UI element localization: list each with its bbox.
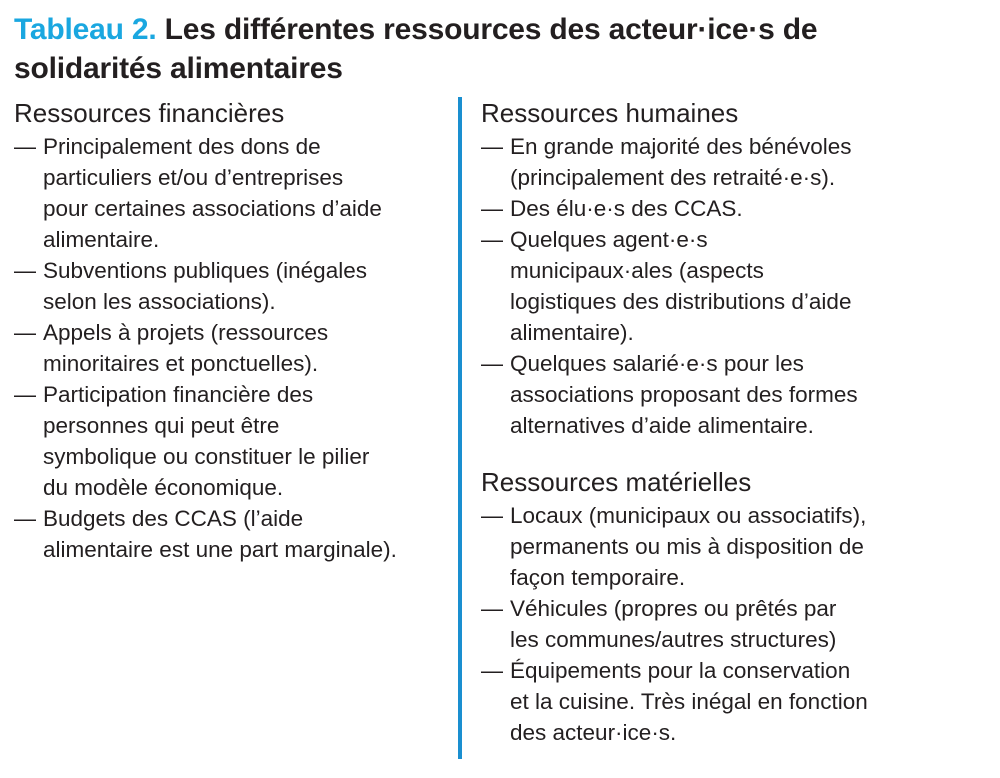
item-text-line: associations proposant des formes [510, 382, 858, 407]
dash-bullet-icon: — [14, 258, 36, 283]
column-left: Ressources financières — Principalement de… [14, 96, 397, 565]
dash-bullet-icon: — [14, 320, 36, 345]
dash-bullet-icon: — [481, 134, 503, 159]
dash-bullet-icon: — [481, 658, 503, 683]
column-divider [458, 97, 462, 759]
item-text-line: Participation financière des [43, 382, 314, 407]
list-item: — Équipements pour la conservation et la c… [481, 655, 868, 748]
item-text-line: Locaux (municipaux ou associatifs), [510, 503, 867, 528]
dash-bullet-icon: — [481, 196, 503, 221]
column-right: Ressources humaines — En grande majorité d… [481, 96, 868, 748]
dash-bullet-icon: — [481, 596, 503, 621]
item-text-line: Appels à projets (ressources [43, 320, 329, 345]
item-text-line: selon les associations). [43, 289, 276, 314]
item-text-line: symbolique ou constituer le pilier [43, 444, 370, 469]
item-text-line: permanents ou mis à disposition de [510, 534, 864, 559]
list-item: — Principalement des dons de particuliers … [14, 131, 397, 255]
item-text-line: pour certaines associations d’aide [43, 196, 382, 221]
section-heading: Ressources humaines [481, 98, 739, 128]
item-text-line: particuliers et/ou d’entreprises [43, 165, 344, 190]
item-text-line: Budgets des CCAS (l’aide [43, 506, 304, 531]
item-text-line: logistiques des distributions d’aide [510, 289, 852, 314]
item-text-line: du modèle économique. [43, 475, 284, 500]
title-line: Les différentes ressources des acteur·ic… [164, 13, 818, 46]
dash-bullet-icon: — [14, 506, 36, 531]
table-number: Tableau 2. [14, 13, 157, 46]
list-item: — Véhicules (propres ou prêtés par les com… [481, 593, 868, 655]
item-text-line: alimentaire est une part marginale). [43, 537, 397, 562]
list-item: — Des élu·e·s des CCAS. [481, 193, 868, 224]
list-item: — Subventions publiques (inégales selon le… [14, 255, 397, 317]
section-gap [481, 441, 868, 465]
list-item: — Locaux (municipaux ou associatifs), perm… [481, 500, 868, 593]
section-heading: Ressources matérielles [481, 467, 752, 497]
dash-bullet-icon: — [481, 503, 503, 528]
list-item: — Budgets des CCAS (l’aide alimentaire est… [14, 503, 397, 565]
item-text-line: façon temporaire. [510, 565, 686, 590]
item-text-line: (principalement des retraité·e·s). [510, 165, 836, 190]
item-text-line: alimentaire. [43, 227, 160, 252]
item-text-line: Principalement des dons de [43, 134, 321, 159]
title-line: solidarités alimentaires [14, 52, 343, 85]
item-text-line: municipaux·ales (aspects [510, 258, 764, 283]
table-title: Tableau 2. Les différentes ressources de… [14, 10, 994, 88]
list-item: — Quelques salarié·e·s pour les associatio… [481, 348, 868, 441]
list-item: — Participation financière des personnes q… [14, 379, 397, 503]
list-item: — Quelques agent·e·s municipaux·ales (aspe… [481, 224, 868, 348]
dash-bullet-icon: — [481, 351, 503, 376]
item-text-line: Quelques agent·e·s [510, 227, 708, 252]
item-text-line: Quelques salarié·e·s pour les [510, 351, 804, 376]
dash-bullet-icon: — [481, 227, 503, 252]
item-text-line: Équipements pour la conservation [510, 658, 851, 683]
item-text-line: personnes qui peut être [43, 413, 280, 438]
item-text-line: et la cuisine. Très inégal en fonction [510, 689, 868, 714]
item-text-line: En grande majorité des bénévoles [510, 134, 852, 159]
item-text-line: minoritaires et ponctuelles). [43, 351, 319, 376]
dash-bullet-icon: — [14, 134, 36, 159]
item-text-line: des acteur·ice·s. [510, 720, 677, 745]
item-text-line: alternatives d’aide alimentaire. [510, 413, 814, 438]
item-text-line: les communes/autres structures) [510, 627, 837, 652]
item-text-line: Subventions publiques (inégales [43, 258, 367, 283]
item-text-line: Véhicules (propres ou prêtés par [510, 596, 837, 621]
item-text-line: alimentaire). [510, 320, 634, 345]
section-heading: Ressources financières [14, 98, 285, 128]
dash-bullet-icon: — [14, 382, 36, 407]
list-item: — Appels à projets (ressources minoritaire… [14, 317, 397, 379]
item-text-line: Des élu·e·s des CCAS. [510, 196, 743, 221]
list-item: — En grande majorité des bénévoles (princi… [481, 131, 868, 193]
